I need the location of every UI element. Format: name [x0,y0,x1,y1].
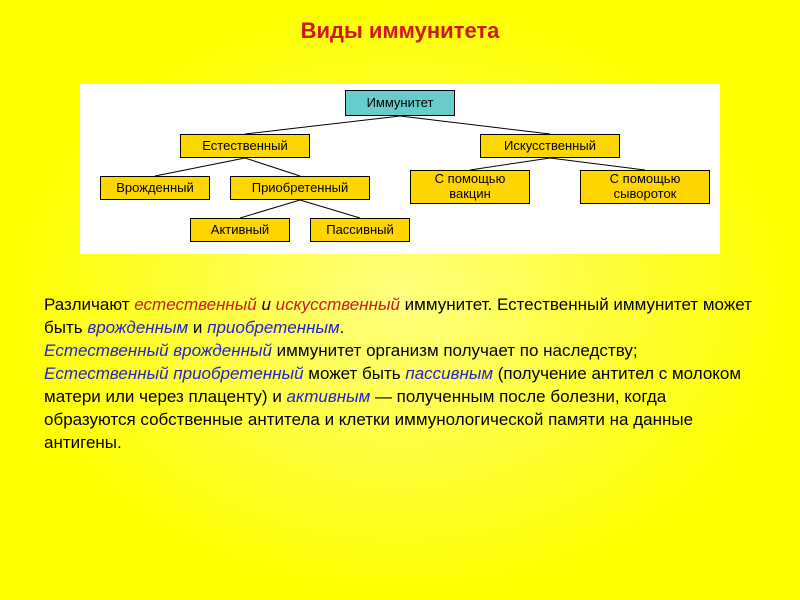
slide-container: Виды иммунитета Иммунитет Естественный Иск… [0,0,800,600]
diagram-node-root: Иммунитет [345,90,455,116]
diagram-node-passive: Пассивный [310,218,410,242]
text-run: иммунитет организм получает по наследств… [272,341,638,360]
text-run: Естественный врожденный [44,341,272,360]
diagram-node-vaccine: С помощью вакцин [410,170,530,204]
diagram-area: Иммунитет Естественный Искусственный Врожде… [80,84,720,254]
text-run: врожденным [87,318,188,337]
diagram-node-active: Активный [190,218,290,242]
diagram-node-art: Искусственный [480,134,620,158]
diagram-node-nat: Естественный [180,134,310,158]
text-run: искусственный [276,295,400,314]
text-run: пассивным [405,364,493,383]
diagram-node-serum: С помощью сывороток [580,170,710,204]
text-run: может быть [304,364,406,383]
diagram-node-innate: Врожденный [100,176,210,200]
slide-title: Виды иммунитета [40,18,760,44]
text-run: . [340,318,345,337]
text-run: естественный [134,295,256,314]
paragraph: Различают естественный и искусственный и… [40,294,760,455]
diagram-node-acquired: Приобретенный [230,176,370,200]
text-run: и [257,295,276,314]
text-run: приобретенным [207,318,340,337]
text-run: и [188,318,207,337]
text-run: активным [287,387,371,406]
text-run: Естественный приобретенный [44,364,304,383]
text-run: Различают [44,295,134,314]
